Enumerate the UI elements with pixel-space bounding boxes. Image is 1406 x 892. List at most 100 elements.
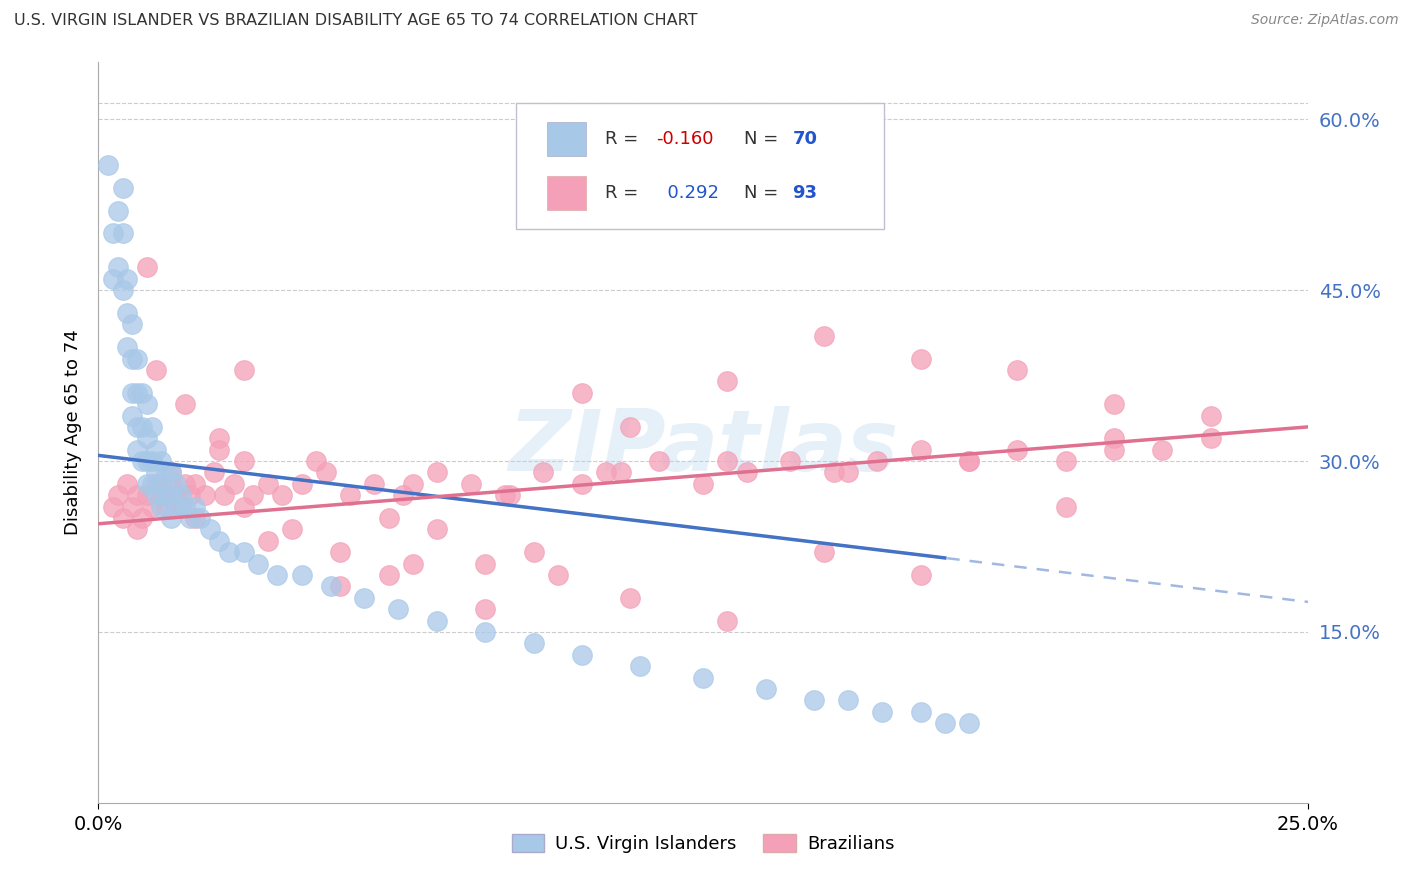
Point (247, 557, 270, 571)
Point (957, 716, 980, 731)
Point (910, 442, 932, 457)
Point (204, 466, 226, 480)
Text: N =: N = (744, 184, 785, 202)
Point (474, 624, 496, 639)
Point (107, 203, 129, 218)
Point (692, 476, 714, 491)
Point (779, 454, 801, 468)
Point (339, 488, 361, 502)
Point (957, 454, 980, 468)
Point (117, 340, 139, 354)
Point (127, 385, 149, 400)
Point (165, 488, 187, 502)
Point (256, 476, 278, 491)
Point (127, 488, 149, 502)
Point (184, 476, 207, 491)
Point (135, 397, 157, 411)
Point (135, 488, 157, 502)
Point (194, 488, 217, 502)
Point (174, 476, 197, 491)
Point (174, 397, 197, 411)
Point (1102, 442, 1125, 457)
Point (135, 260, 157, 275)
Point (498, 488, 520, 502)
Point (402, 557, 425, 571)
Point (184, 500, 207, 514)
Point (628, 659, 651, 673)
Point (150, 488, 173, 502)
Point (160, 466, 183, 480)
Point (426, 614, 449, 628)
Point (121, 500, 143, 514)
Text: U.S. VIRGIN ISLANDER VS BRAZILIAN DISABILITY AGE 65 TO 74 CORRELATION CHART: U.S. VIRGIN ISLANDER VS BRAZILIAN DISABI… (14, 13, 697, 29)
Point (290, 568, 312, 582)
Point (648, 454, 671, 468)
Point (837, 693, 859, 707)
Point (716, 614, 738, 628)
Text: Source: ZipAtlas.com: Source: ZipAtlas.com (1251, 13, 1399, 28)
Point (319, 579, 342, 593)
FancyBboxPatch shape (547, 122, 586, 156)
Point (111, 511, 134, 525)
Point (218, 545, 240, 559)
Point (232, 363, 254, 377)
Point (107, 488, 129, 502)
Point (111, 227, 134, 241)
Point (232, 545, 254, 559)
Point (1199, 409, 1222, 423)
Point (141, 454, 163, 468)
Point (184, 511, 207, 525)
Point (111, 283, 134, 297)
Point (474, 557, 496, 571)
Point (610, 466, 633, 480)
Point (1102, 431, 1125, 445)
Point (117, 272, 139, 286)
Point (290, 476, 312, 491)
Point (179, 511, 201, 525)
Point (150, 454, 173, 468)
Point (377, 511, 399, 525)
Point (97, 158, 120, 172)
Point (619, 591, 641, 605)
Point (1007, 363, 1029, 377)
Point (117, 306, 139, 320)
Point (910, 705, 932, 719)
Point (315, 466, 337, 480)
FancyBboxPatch shape (547, 176, 586, 210)
Point (1007, 442, 1029, 457)
Point (155, 466, 177, 480)
Point (523, 636, 546, 650)
Point (803, 693, 825, 707)
Point (305, 454, 328, 468)
Text: -0.160: -0.160 (655, 130, 713, 148)
Point (910, 351, 932, 366)
Text: N =: N = (744, 130, 785, 148)
Point (1199, 431, 1222, 445)
Point (150, 476, 173, 491)
Point (957, 454, 980, 468)
Point (363, 476, 385, 491)
Point (131, 454, 153, 468)
Point (117, 476, 139, 491)
Point (160, 511, 183, 525)
Point (813, 328, 835, 343)
Y-axis label: Disability Age 65 to 74: Disability Age 65 to 74 (63, 330, 82, 535)
Point (169, 488, 191, 502)
Point (145, 363, 167, 377)
Point (755, 681, 778, 696)
Point (135, 431, 157, 445)
Point (353, 591, 375, 605)
Text: 0.292: 0.292 (655, 184, 718, 202)
Point (329, 545, 352, 559)
Point (127, 351, 149, 366)
Point (121, 351, 143, 366)
Point (547, 568, 569, 582)
Point (131, 385, 153, 400)
Point (145, 488, 167, 502)
Point (145, 466, 167, 480)
Point (135, 454, 157, 468)
Point (1054, 500, 1077, 514)
Point (232, 454, 254, 468)
Point (494, 488, 516, 502)
Point (127, 420, 149, 434)
